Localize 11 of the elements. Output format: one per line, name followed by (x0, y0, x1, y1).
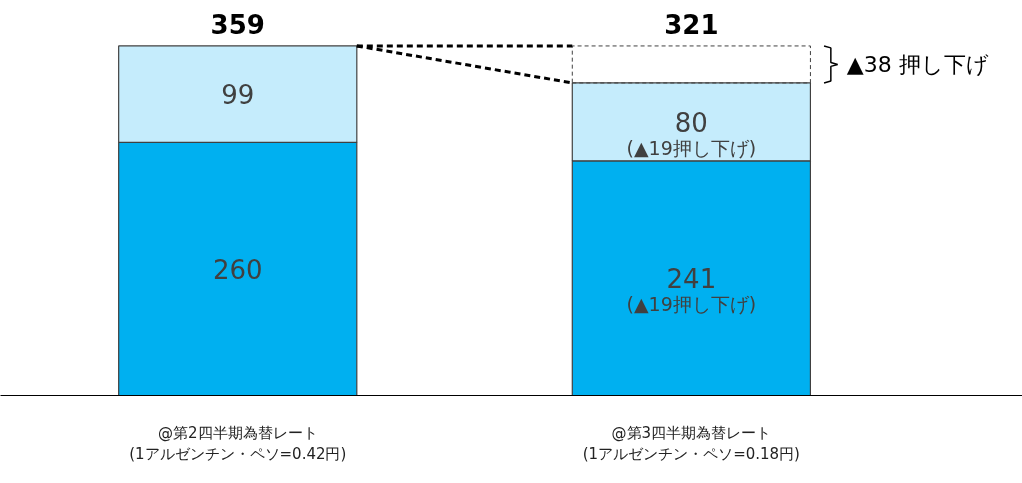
data-label: 241 (666, 264, 717, 295)
x-tick-label: @第3四半期為替レート (1アルゼンチン・ペソ=0.18円) (582, 423, 800, 464)
annotation: (▲19押し下げ) (626, 136, 757, 159)
annotation: (▲19押し下げ) (626, 293, 757, 316)
total-label: 359 (210, 9, 265, 40)
x-tick-label: @第2四半期為替レート (1アルゼンチン・ペソ=0.42円) (129, 423, 347, 464)
annotation: ▲38 押し下げ (846, 51, 989, 77)
data-label: 260 (212, 254, 263, 285)
data-label: 99 (221, 80, 255, 111)
data-label: 80 (674, 107, 708, 138)
total-label: 321 (664, 9, 719, 40)
